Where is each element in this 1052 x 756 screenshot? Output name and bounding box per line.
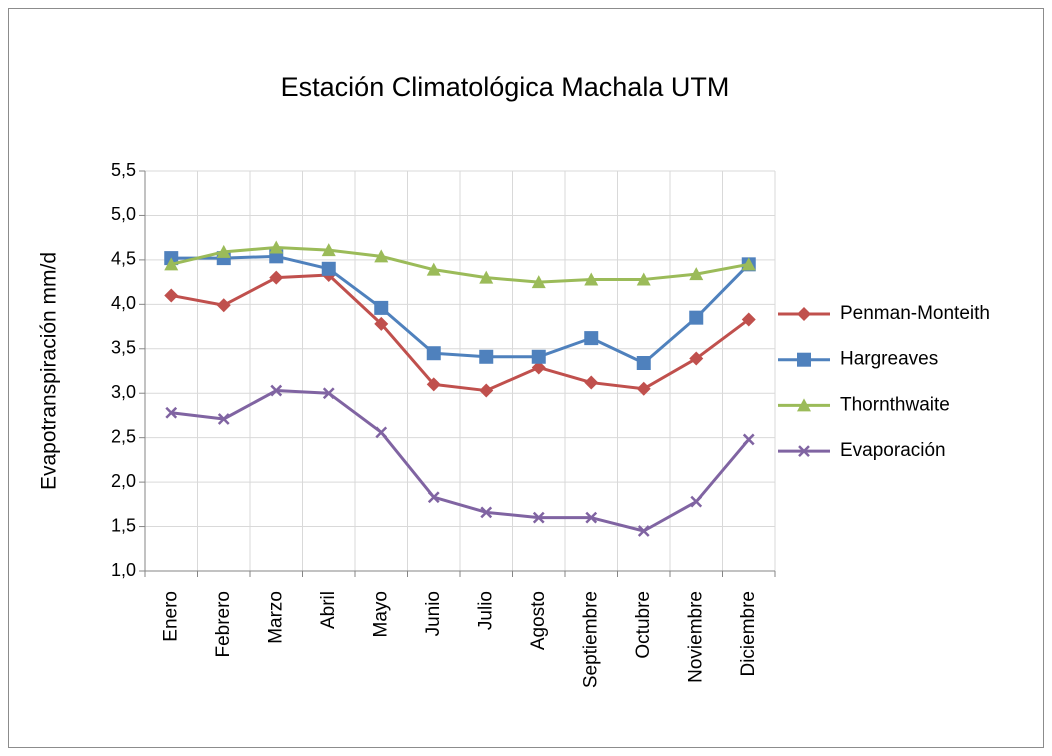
point-marker xyxy=(479,383,494,398)
x-tick-label: Febrero xyxy=(213,591,234,658)
point-marker xyxy=(269,240,284,254)
point-marker xyxy=(637,525,650,537)
y-tick-label: 3,0 xyxy=(111,382,136,402)
y-axis-label: Evapotranspiración mm/d xyxy=(38,252,61,490)
point-marker xyxy=(584,272,599,286)
x-tick-label: Septiembre xyxy=(580,591,601,688)
point-marker xyxy=(636,356,651,370)
point-marker xyxy=(374,316,389,331)
point-marker xyxy=(269,270,284,285)
point-marker xyxy=(321,243,336,257)
point-marker xyxy=(689,351,704,366)
point-marker xyxy=(636,272,651,286)
legend-label: Thornthwaite xyxy=(840,394,950,415)
legend-marker xyxy=(797,307,811,321)
point-marker xyxy=(742,433,755,446)
point-marker xyxy=(217,413,230,425)
point-marker xyxy=(322,387,335,400)
point-marker xyxy=(480,506,493,519)
x-tick-label: Abril xyxy=(318,591,339,629)
x-tick-label: Julio xyxy=(475,591,496,630)
point-marker xyxy=(270,384,283,397)
y-tick-label: 3,5 xyxy=(111,338,136,358)
point-marker xyxy=(375,426,388,439)
point-marker xyxy=(584,375,599,390)
legend-marker xyxy=(798,445,810,457)
point-marker xyxy=(427,491,440,504)
x-tick-label: Agosto xyxy=(528,591,549,650)
point-marker xyxy=(164,288,179,303)
x-tick-label: Octubre xyxy=(633,591,654,659)
point-marker xyxy=(531,360,546,375)
point-marker xyxy=(584,331,599,346)
point-marker xyxy=(374,249,389,263)
point-marker xyxy=(374,300,389,315)
y-tick-label: 4,0 xyxy=(111,293,136,313)
point-marker xyxy=(426,377,441,392)
chart-title: Estación Climatológica Machala UTM xyxy=(281,72,730,102)
point-marker xyxy=(164,257,179,271)
point-marker xyxy=(689,267,704,281)
point-marker xyxy=(426,262,441,276)
y-tick-label: 5,0 xyxy=(111,204,136,224)
point-marker xyxy=(321,261,336,276)
point-marker xyxy=(532,511,545,524)
y-tick-label: 1,5 xyxy=(111,515,136,535)
legend-marker xyxy=(797,398,811,412)
series-line xyxy=(171,389,750,533)
y-tick-label: 2,0 xyxy=(111,471,136,491)
x-tick-label: Mayo xyxy=(370,591,391,637)
point-marker xyxy=(636,381,651,396)
x-tick-label: Diciembre xyxy=(738,591,759,677)
point-marker xyxy=(216,244,231,258)
x-tick-label: Noviembre xyxy=(685,591,706,683)
point-marker xyxy=(165,406,178,419)
point-marker xyxy=(479,349,494,364)
legend-label: Evaporación xyxy=(840,440,946,461)
point-marker xyxy=(479,270,494,284)
chart-border xyxy=(8,8,1044,748)
point-marker xyxy=(690,495,703,508)
point-marker xyxy=(689,310,704,325)
point-marker xyxy=(216,298,231,313)
y-tick-label: 2,5 xyxy=(111,426,136,446)
series-line xyxy=(170,273,750,393)
legend-label: Penman-Monteith xyxy=(840,303,990,324)
legend-marker xyxy=(797,352,811,367)
x-tick-label: Marzo xyxy=(265,591,286,644)
y-tick-label: 1,0 xyxy=(111,560,136,580)
point-marker xyxy=(741,312,756,327)
series-line xyxy=(171,254,750,365)
point-marker xyxy=(531,349,546,364)
series-line xyxy=(170,245,750,284)
y-tick-label: 5,5 xyxy=(111,160,136,180)
point-marker xyxy=(741,257,756,271)
x-tick-label: Enero xyxy=(160,591,181,642)
point-marker xyxy=(426,346,441,361)
x-tick-label: Junio xyxy=(423,591,444,636)
y-tick-label: 4,5 xyxy=(111,249,136,269)
point-marker xyxy=(585,511,598,524)
legend-label: Hargreaves xyxy=(840,349,938,370)
point-marker xyxy=(531,275,546,289)
